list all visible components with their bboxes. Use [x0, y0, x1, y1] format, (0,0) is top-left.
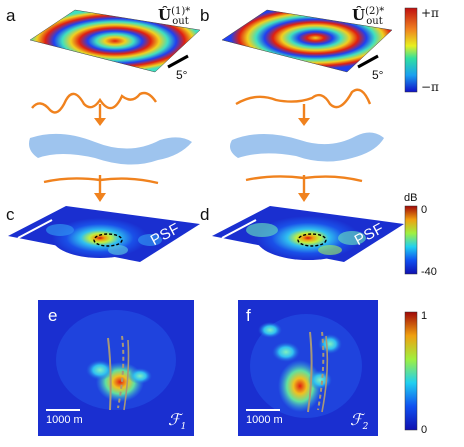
angle-label-a: 5° — [176, 68, 188, 82]
u1-out-label: Û(1)*out — [158, 6, 191, 27]
panel-e-map — [38, 300, 194, 436]
panel-c-psf-map — [8, 206, 200, 262]
panel-c-scale-bar — [17, 219, 53, 239]
angle-label-b: 5° — [372, 68, 384, 82]
panel-a-scale-bar — [167, 54, 189, 69]
f1-label: ℱ1 — [168, 410, 187, 433]
panel-d-psf-map — [212, 206, 404, 262]
panel-label-b: b — [200, 6, 210, 25]
u2-out-label: Û(2)*out — [352, 6, 385, 27]
scale-label-f: 1000 m — [246, 414, 283, 426]
phase-colorbar — [404, 7, 418, 93]
db-colorbar-top: 0 — [421, 204, 428, 216]
panel-a-phase-map — [29, 9, 201, 73]
db-colorbar-bottom: -40 — [421, 266, 437, 278]
linear-colorbar-top: 1 — [421, 310, 428, 322]
phase-colorbar-top: +π — [421, 6, 439, 20]
scale-label-e: 1000 m — [46, 414, 83, 426]
db-colorbar — [404, 205, 418, 275]
phase-colorbar-bottom: −π — [421, 80, 439, 94]
panel-label-d: d — [200, 205, 210, 224]
panel-label-a: a — [6, 6, 16, 25]
f2-label: ℱ2 — [350, 410, 369, 433]
propagation-diagram-left — [29, 91, 192, 202]
panel-label-f: f — [246, 306, 251, 325]
linear-colorbar — [404, 311, 418, 431]
propagation-diagram-right — [230, 88, 384, 202]
panel-label-e: e — [48, 306, 58, 325]
linear-colorbar-bottom: 0 — [421, 424, 428, 436]
panel-b-scale-bar — [357, 54, 379, 69]
panel-b-phase-map — [221, 9, 393, 73]
panel-d-scale-bar — [221, 219, 257, 239]
panel-f-map — [238, 300, 378, 436]
db-colorbar-unit: dB — [404, 192, 418, 204]
panel-label-c: c — [6, 205, 15, 224]
